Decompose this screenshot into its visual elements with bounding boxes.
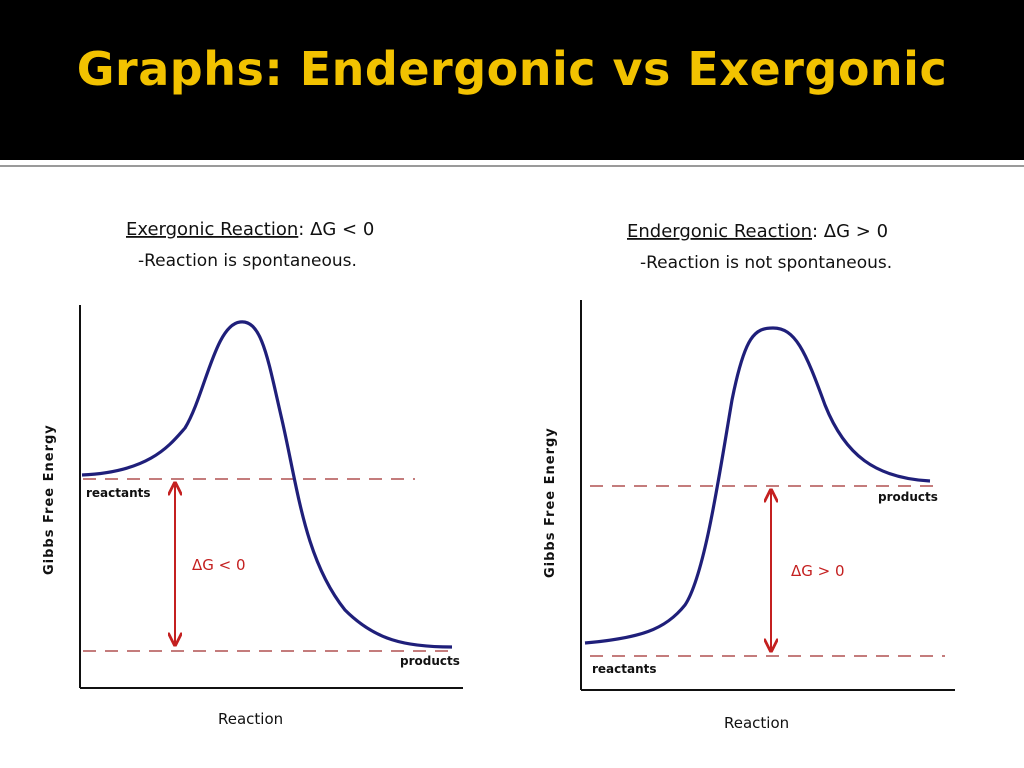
diagrams-svg: Exergonic Reaction: ΔG < 0 -Reaction is … (42, 219, 955, 732)
endergonic-reactants-label: reactants (592, 662, 657, 676)
endergonic-subtitle: -Reaction is not spontaneous. (640, 253, 892, 273)
exergonic-products-label: products (400, 654, 460, 668)
exergonic-energy-curve (81, 320, 453, 649)
endergonic-y-axis-label: Gibbs Free Energy (543, 427, 558, 578)
exergonic-heading-name: Exergonic Reaction (126, 219, 298, 240)
title-divider (0, 165, 1024, 167)
endergonic-delta-g-label: ΔG > 0 (791, 562, 845, 580)
endergonic-diagram: Endergonic Reaction: ΔG > 0 -Reaction is… (543, 221, 955, 732)
endergonic-products-label: products (878, 490, 938, 504)
exergonic-reactants-label: reactants (86, 486, 151, 500)
exergonic-delta-g-label: ΔG < 0 (192, 556, 246, 574)
slide-title: Graphs: Endergonic vs Exergonic (76, 42, 948, 96)
title-bar (0, 0, 1024, 160)
exergonic-subtitle: -Reaction is spontaneous. (138, 251, 357, 271)
exergonic-heading: Exergonic Reaction: ΔG < 0 (126, 219, 374, 240)
endergonic-energy-curve (584, 326, 931, 645)
endergonic-x-axis-label: Reaction (724, 714, 789, 732)
exergonic-y-axis-label: Gibbs Free Energy (42, 424, 57, 575)
exergonic-heading-value: : ΔG < 0 (298, 219, 374, 240)
exergonic-x-axis-label: Reaction (218, 710, 283, 728)
endergonic-heading-value: : ΔG > 0 (812, 221, 888, 242)
endergonic-heading: Endergonic Reaction: ΔG > 0 (627, 221, 888, 242)
exergonic-diagram: Exergonic Reaction: ΔG < 0 -Reaction is … (42, 219, 463, 728)
endergonic-heading-name: Endergonic Reaction (627, 221, 812, 242)
energy-diagrams: Exergonic Reaction: ΔG < 0 -Reaction is … (0, 170, 1024, 768)
